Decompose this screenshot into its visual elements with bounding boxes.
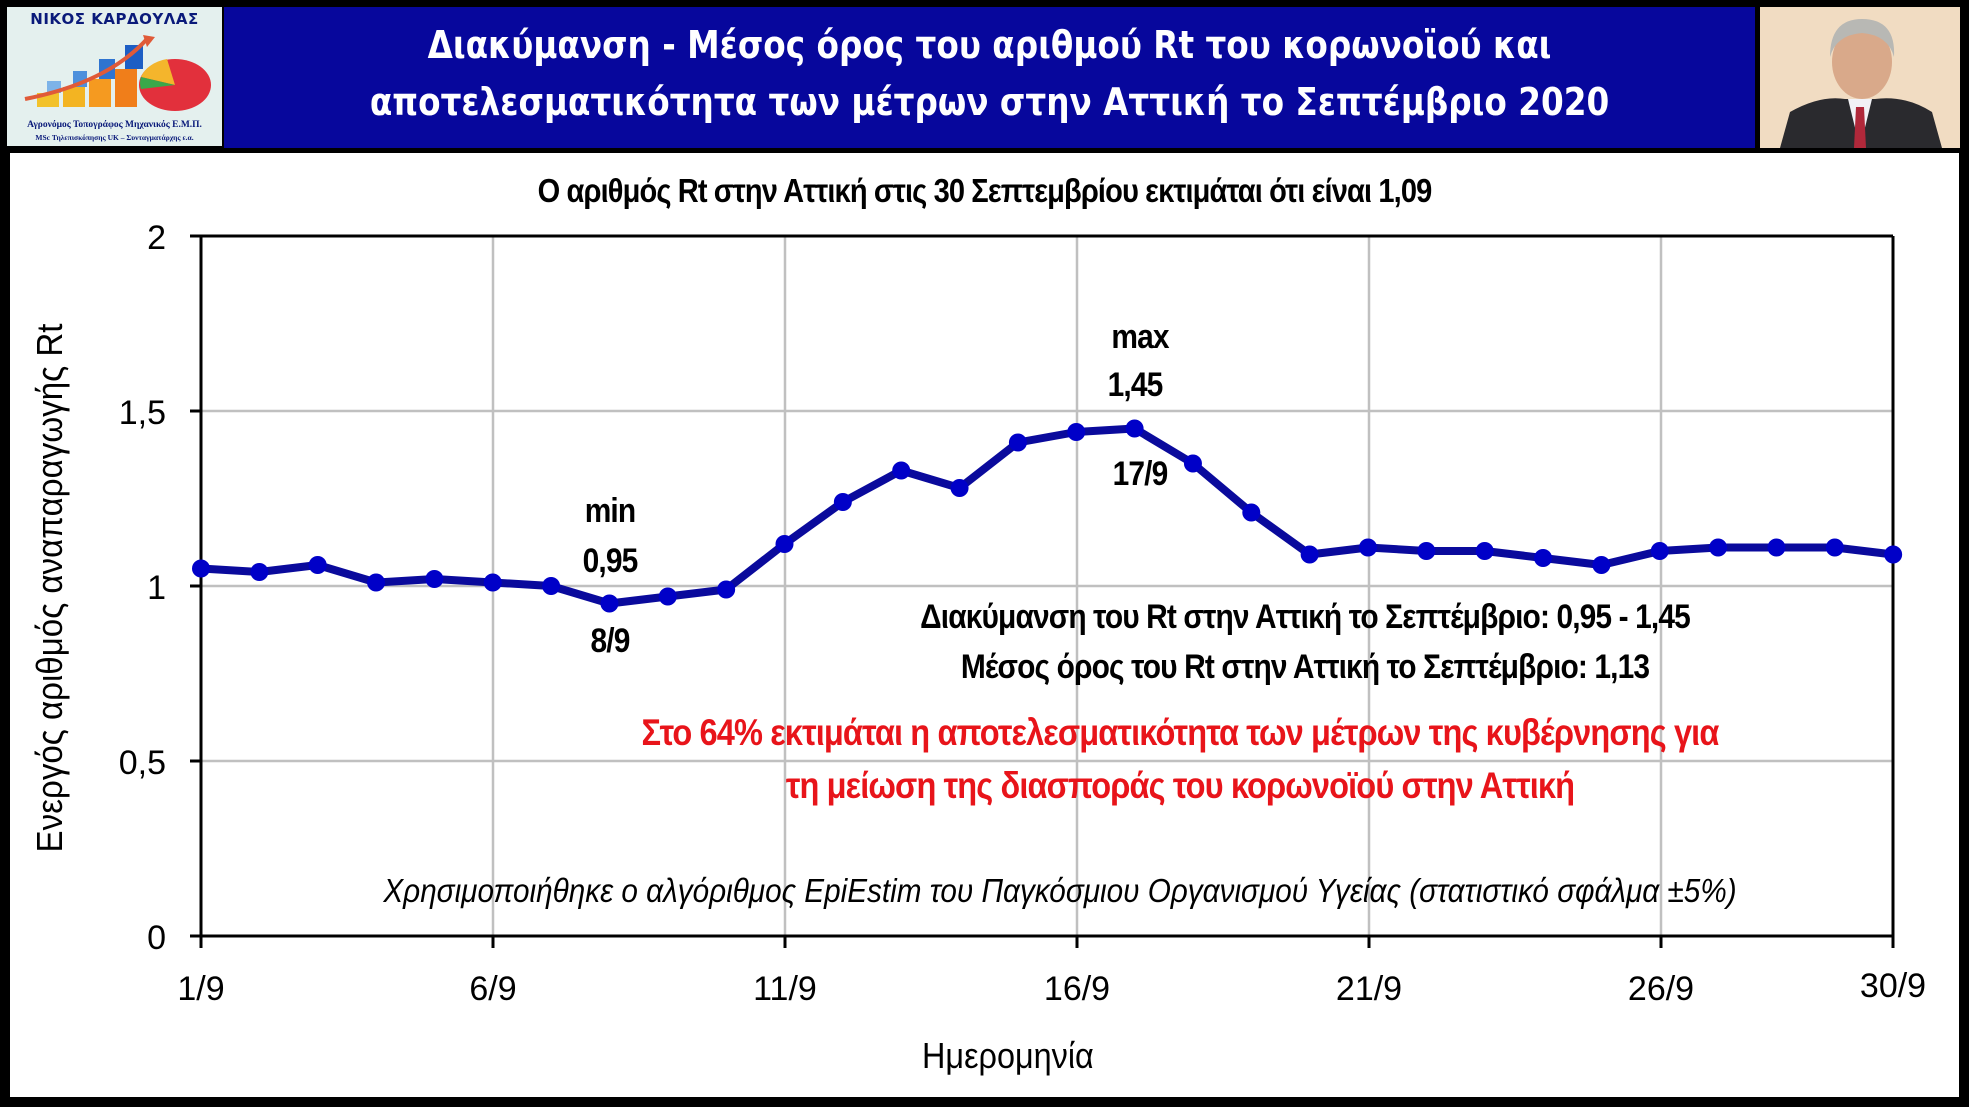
min-value: 0,95 <box>582 542 639 580</box>
data-point-marker <box>1067 423 1086 441</box>
data-point-marker <box>1300 545 1319 564</box>
max-label: max <box>1111 318 1169 356</box>
data-point-marker <box>1884 545 1903 564</box>
data-point-marker <box>425 570 444 588</box>
data-point-marker <box>1592 556 1611 574</box>
mean-text: Μέσος όρος του Rt στην Αττική το Σεπτέμβ… <box>960 648 1650 686</box>
title-line-1: Διακύμανση - Μέσος όρος του αριθμού Rt τ… <box>427 23 1552 67</box>
max-value: 1,45 <box>1107 366 1164 404</box>
logo-author-name: ΝΙΚΟΣ ΚΑΡΔΟΥΛΑΣ <box>30 10 199 28</box>
y-axis-title: Ενεργός αριθμός αναπαραγωγής Rt <box>29 323 70 853</box>
y-tick-1-5: 1,5 <box>119 394 166 432</box>
y-tick-1: 1 <box>147 569 166 607</box>
x-tick-30-9: 30/9 <box>1860 967 1926 1005</box>
logo-subtitle-1: Αγρονόμος Τοπογράφος Μηχανικός Ε.Μ.Π. <box>27 120 202 130</box>
chart-logo-icon <box>24 35 211 111</box>
page-title: Διακύμανση - Μέσος όρος του αριθμού Rt τ… <box>331 17 1648 131</box>
data-point-marker <box>542 577 561 595</box>
x-axis-title: Ημερομηνία <box>922 1035 1094 1076</box>
x-tick-26-9: 26/9 <box>1628 970 1694 1008</box>
rt-series-line <box>197 424 1898 608</box>
x-tick-11-9: 11/9 <box>753 970 817 1008</box>
chart-panel <box>10 153 1959 1097</box>
data-point-marker <box>308 556 327 574</box>
author-photo <box>1760 7 1960 148</box>
data-point-marker <box>833 493 852 511</box>
x-tick-21-9: 21/9 <box>1336 970 1402 1008</box>
data-point-marker <box>892 461 911 480</box>
chart-subtitle: Ο αριθμός Rt στην Αττική στις 30 Σεπτεμβ… <box>537 172 1433 209</box>
data-point-marker <box>775 535 794 553</box>
title-line-2: αποτελεσματικότητα των μέτρων στην Αττικ… <box>369 80 1610 124</box>
method-note: Χρησιμοποιήθηκε ο αλγόριθμος EpiEstim το… <box>383 872 1737 909</box>
data-point-marker <box>1825 538 1844 557</box>
data-point-marker <box>1242 503 1261 522</box>
data-point-marker <box>1008 433 1027 452</box>
data-point-marker <box>1650 542 1669 560</box>
data-point-marker <box>1417 542 1436 560</box>
data-point-marker <box>192 559 210 578</box>
data-point-marker <box>1359 538 1377 557</box>
author-logo: ΝΙΚΟΣ ΚΑΡΔΟΥΛΑΣ Αγρονόμος Τοπογράφος Μηχ… <box>7 7 222 146</box>
data-point-marker <box>658 587 677 606</box>
min-date: 8/9 <box>590 622 631 660</box>
x-tick-16-9: 16/9 <box>1044 970 1110 1008</box>
data-point-marker <box>1767 538 1786 557</box>
data-point-marker <box>717 580 736 599</box>
x-tick-1-9: 1/9 <box>177 970 224 1008</box>
data-point-marker <box>1125 419 1144 438</box>
data-point-marker <box>483 573 502 592</box>
y-tick-2: 2 <box>147 219 166 257</box>
data-point-marker <box>600 594 619 613</box>
range-text: Διακύμανση του Rt στην Αττική το Σεπτέμβ… <box>920 598 1691 636</box>
portrait-icon <box>1780 19 1942 148</box>
effectiveness-text-line-1: Στο 64% εκτιμάται η αποτελεσματικότητα τ… <box>641 712 1720 753</box>
gridlines <box>201 236 1893 936</box>
logo-subtitle-2: MSc Τηλεπισκόπησης UK – Συνταγματάρχης ε… <box>35 133 194 142</box>
axes <box>190 234 1895 948</box>
data-point-marker <box>1475 542 1494 560</box>
x-tick-labels: 1/9 6/9 11/9 16/9 21/9 26/9 30/9 <box>177 967 1926 1008</box>
max-date: 17/9 <box>1112 455 1169 493</box>
rt-series-markers <box>192 419 1903 613</box>
data-point-marker <box>367 573 386 592</box>
y-tick-0: 0 <box>147 919 166 957</box>
data-point-marker <box>1534 549 1553 567</box>
data-point-marker <box>1709 538 1728 557</box>
y-tick-0-5: 0,5 <box>119 744 166 782</box>
data-point-marker <box>950 479 969 497</box>
data-point-marker <box>1183 454 1202 473</box>
title-banner: Διακύμανση - Μέσος όρος του αριθμού Rt τ… <box>224 7 1755 148</box>
x-tick-6-9: 6/9 <box>469 970 516 1008</box>
effectiveness-text-line-2: τη μείωση της διασποράς του κορωνοϊού στ… <box>785 765 1575 806</box>
min-label: min <box>584 492 636 530</box>
y-tick-labels: 2 1,5 1 0,5 0 <box>119 219 166 957</box>
data-point-marker <box>250 563 269 581</box>
